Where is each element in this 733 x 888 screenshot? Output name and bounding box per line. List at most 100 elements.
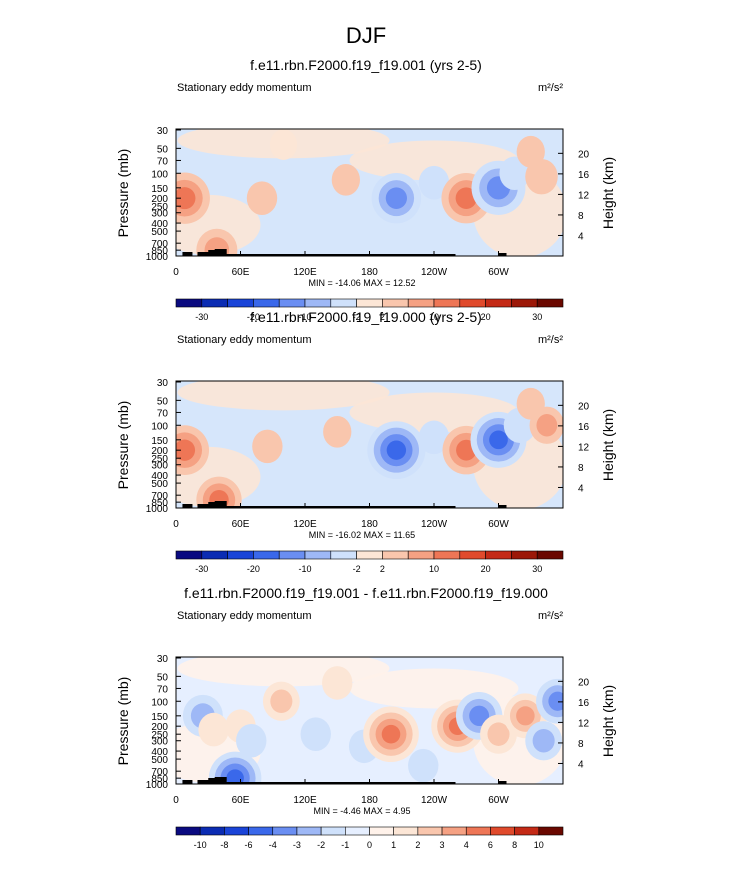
colorbar-swatch <box>511 550 538 560</box>
colorbar-label: -4 <box>269 840 277 850</box>
contour-feature <box>300 717 331 751</box>
topography <box>208 778 219 784</box>
colorbar-swatch <box>201 298 228 308</box>
height-tick-label: 8 <box>578 739 584 750</box>
page-title: DJF <box>346 23 386 48</box>
min-max-stats: MIN = -16.02 MAX = 11.65 <box>309 530 415 540</box>
contour-feature <box>236 723 267 758</box>
x-tick-label: 120E <box>293 519 317 530</box>
colorbar-label: -3 <box>293 840 301 850</box>
colorbar-label: 10 <box>429 312 439 322</box>
x-tick-label: 0 <box>173 267 179 278</box>
x-tick-label: 60W <box>488 519 509 530</box>
pressure-tick-label: 30 <box>157 126 169 137</box>
x-tick-label: 120W <box>421 267 448 278</box>
pressure-tick-label: 50 <box>157 144 169 155</box>
topography <box>182 780 193 784</box>
panel-p3: f.e11.rbn.F2000.f19_f19.001 - f.e11.rbn.… <box>115 585 616 850</box>
x-tick-label: 60W <box>488 267 509 278</box>
colorbar-swatch <box>382 550 409 560</box>
pressure-tick-label: 400 <box>151 219 168 230</box>
y-axis-label: Pressure (mb) <box>115 677 131 766</box>
panel-left-label: Stationary eddy momentum <box>177 610 312 622</box>
contour-feature <box>323 415 352 448</box>
colorbar-label: -8 <box>220 840 228 850</box>
colorbar-swatch <box>330 298 357 308</box>
colorbar-swatch <box>296 826 322 836</box>
y-axis-label: Pressure (mb) <box>115 149 131 238</box>
x-tick-label: 0 <box>173 795 179 806</box>
pressure-tick-label: 200 <box>151 722 168 733</box>
colorbar-swatch <box>407 550 435 560</box>
colorbar-label: -20 <box>247 312 260 322</box>
contour-feature <box>385 187 408 209</box>
contour-feature <box>176 439 196 461</box>
colorbar-label: 2 <box>415 840 420 850</box>
contour-feature <box>408 748 439 783</box>
colorbar-label: 30 <box>532 564 542 574</box>
colorbar-swatch <box>272 826 298 836</box>
height-tick-label: 12 <box>578 718 590 729</box>
colorbar-swatch <box>433 550 461 560</box>
colorbar-label: -6 <box>245 840 253 850</box>
topography <box>224 254 245 256</box>
pressure-tick-label: 400 <box>151 747 168 758</box>
height-tick-label: 20 <box>578 401 590 412</box>
colorbar-swatch <box>175 298 203 308</box>
pressure-tick-label: 30 <box>157 378 169 389</box>
x-tick-label: 60W <box>488 795 509 806</box>
contour-feature <box>246 181 278 215</box>
colorbar-swatch <box>417 826 443 836</box>
topography <box>197 780 212 784</box>
pressure-tick-label: 1000 <box>146 252 169 263</box>
y2-axis-label: Height (km) <box>600 685 616 757</box>
colorbar-label: -10 <box>298 564 311 574</box>
pressure-tick-label: 150 <box>151 436 168 447</box>
contour-feature <box>381 724 401 744</box>
x-tick-label: 180 <box>361 267 378 278</box>
panel-units: m²/s² <box>538 334 563 346</box>
colorbar-swatch <box>382 298 409 308</box>
contour-feature <box>252 429 283 464</box>
contour-feature <box>536 414 558 437</box>
panel-left-label: Stationary eddy momentum <box>177 334 312 346</box>
colorbar-swatch <box>485 550 512 560</box>
colorbar-swatch <box>536 298 564 308</box>
pressure-tick-label: 850 <box>151 246 168 257</box>
colorbar-swatch <box>175 550 203 560</box>
colorbar-label: -30 <box>195 564 208 574</box>
colorbar-swatch <box>356 298 383 308</box>
contour-feature <box>499 156 530 191</box>
topography <box>498 505 507 508</box>
contour-field <box>176 657 563 784</box>
pressure-tick-label: 1000 <box>146 504 169 515</box>
pressure-tick-label: 300 <box>151 461 168 472</box>
colorbar-label: 10 <box>429 564 439 574</box>
colorbar-label: 20 <box>481 564 491 574</box>
pressure-tick-label: 500 <box>151 227 168 238</box>
topography <box>182 504 193 508</box>
colorbar-swatch <box>248 826 274 836</box>
height-tick-label: 8 <box>578 463 584 474</box>
colorbar-swatch <box>278 298 306 308</box>
colorbar-label: -10 <box>194 840 207 850</box>
topography <box>240 782 456 784</box>
pressure-tick-label: 50 <box>157 672 169 683</box>
colorbar-swatch <box>459 550 486 560</box>
contour-feature <box>386 440 407 460</box>
pressure-tick-label: 200 <box>151 194 168 205</box>
panel-left-label: Stationary eddy momentum <box>177 82 312 94</box>
contour-feature <box>469 705 490 727</box>
contour-feature <box>198 712 229 747</box>
colorbar-swatch <box>345 826 370 836</box>
panel-title: f.e11.rbn.F2000.f19_f19.001 (yrs 2-5) <box>250 57 482 73</box>
pressure-tick-label: 70 <box>157 156 169 167</box>
x-tick-label: 120E <box>293 795 317 806</box>
pressure-tick-label: 30 <box>157 654 169 665</box>
colorbar-swatch <box>253 550 280 560</box>
pressure-tick-label: 50 <box>157 396 169 407</box>
pressure-tick-label: 500 <box>151 755 168 766</box>
height-tick-label: 4 <box>578 759 584 770</box>
contour-feature <box>226 769 244 784</box>
